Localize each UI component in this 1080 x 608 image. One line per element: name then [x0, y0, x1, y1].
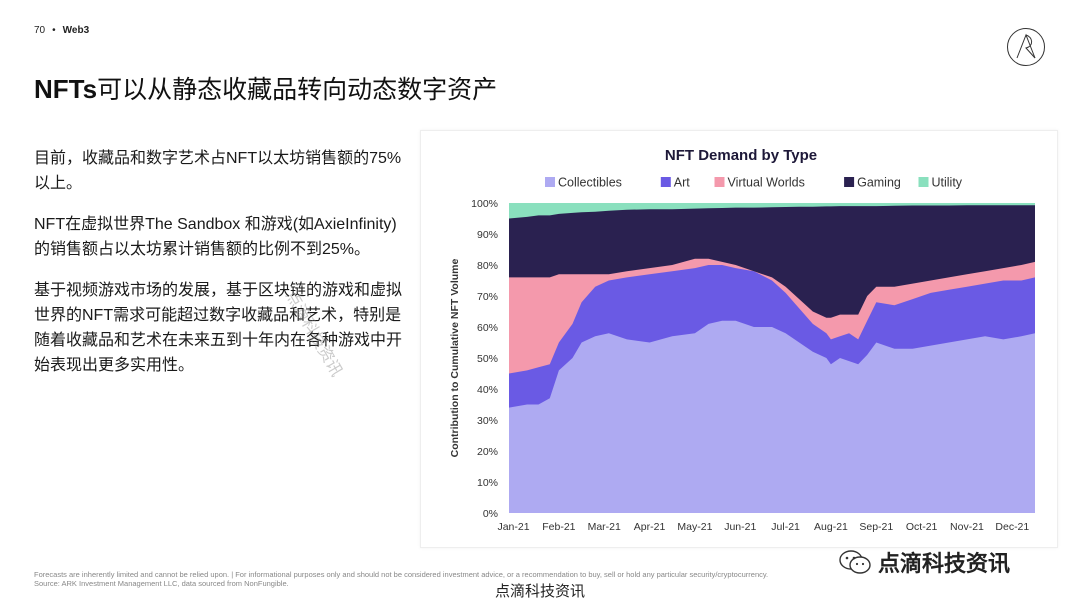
footnote: Forecasts are inherently limited and can… [34, 570, 954, 588]
legend-swatch-utility [918, 177, 929, 187]
legend-swatch-gaming [844, 177, 855, 187]
x-tick-label: Oct-21 [906, 521, 938, 533]
chart-card: NFT Demand by Type Collectibles Art Virtual… [420, 130, 1058, 548]
ark-logo-icon [1007, 28, 1045, 66]
y-tick-label: 20% [477, 446, 498, 458]
legend-label-collectibles: Collectibles [558, 176, 622, 190]
y-tick-label: 70% [477, 291, 498, 303]
footnote-source: Source: ARK Investment Management LLC, d… [34, 579, 289, 588]
x-tick-label: May-21 [677, 521, 712, 533]
x-tick-label: Jun-21 [724, 521, 756, 533]
footnote-disclaimer: Forecasts are inherently limited and can… [34, 570, 769, 579]
legend-swatch-collectibles [545, 177, 555, 187]
x-tick-label: Feb-21 [542, 521, 575, 533]
footer-brand: 点滴科技资讯 [494, 583, 585, 600]
body-text: 目前，收藏品和数字艺术占NFT以太坊销售额的75%以上。 NFT在虚拟世界The… [34, 146, 406, 394]
paragraph-1: 目前，收藏品和数字艺术占NFT以太坊销售额的75%以上。 [34, 150, 402, 192]
page-header: 70 • Web3 [34, 25, 89, 36]
legend-label-gaming: Gaming [857, 176, 901, 190]
legend-label-virtual-worlds: Virtual Worlds [728, 176, 805, 190]
y-tick-label: 60% [477, 322, 498, 334]
y-tick-label: 0% [483, 508, 498, 520]
title-bold: NFTs [34, 74, 98, 104]
y-tick-label: 40% [477, 384, 498, 396]
page-number: 70 [34, 25, 46, 36]
legend-label-art: Art [674, 176, 691, 190]
wechat-watermark-text: 点滴科技资讯 [878, 551, 1011, 576]
y-tick-label: 50% [477, 353, 498, 365]
x-tick-label: Mar-21 [588, 521, 621, 533]
wechat-icon [839, 550, 871, 574]
wechat-watermark: 点滴科技资讯 [838, 548, 1010, 576]
x-tick-label: Jul-21 [771, 521, 800, 533]
x-tick-label: Jan-21 [497, 521, 529, 533]
legend-swatch-virtual-worlds [714, 177, 725, 187]
x-tick-label: Sep-21 [859, 521, 893, 533]
page-title: NFTs可以从静态收藏品转向动态数字资产 [34, 70, 497, 106]
x-tick-label: Dec-21 [995, 521, 1029, 533]
title-rest: 可以从静态收藏品转向动态数字资产 [97, 76, 498, 104]
legend-swatch-art [660, 177, 671, 187]
paragraph-2: NFT在虚拟世界The Sandbox 和游戏(如AxieInfinity)的销… [34, 216, 397, 258]
chart-title: NFT Demand by Type [665, 147, 817, 164]
nft-demand-chart: NFT Demand by Type Collectibles Art Virtual… [449, 147, 1035, 533]
x-tick-label: Aug-21 [814, 521, 848, 533]
header-separator: • [52, 25, 56, 36]
area-collectibles [509, 320, 1035, 513]
y-tick-label: 90% [477, 229, 498, 241]
section-label: Web3 [62, 25, 90, 36]
y-axis-label: Contribution to Cumulative NFT Volume [449, 258, 461, 457]
x-tick-label: Apr-21 [634, 521, 666, 533]
y-tick-label: 30% [477, 415, 498, 427]
legend-label-utility: Utility [932, 176, 963, 190]
x-tick-label: Nov-21 [950, 521, 984, 533]
y-tick-label: 10% [477, 477, 498, 489]
paragraph-3: 基于视频游戏市场的发展，基于区块链的游戏和虚拟世界的NFT需求可能超过数字收藏品… [34, 282, 403, 374]
y-tick-label: 100% [471, 198, 498, 210]
y-tick-label: 80% [477, 260, 498, 272]
